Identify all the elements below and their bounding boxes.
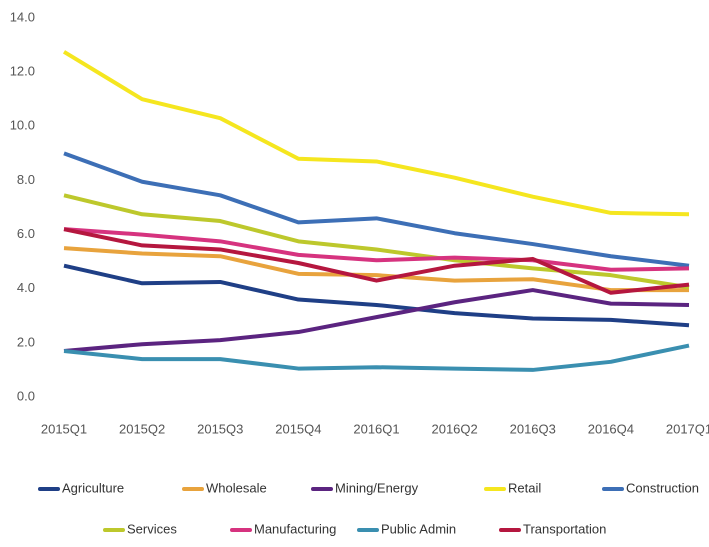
x-tick-label: 2015Q3 — [197, 421, 243, 436]
series-line — [63, 343, 690, 372]
series-line — [63, 193, 690, 290]
legend-label: Mining/Energy — [335, 480, 419, 495]
series-line — [62, 50, 690, 217]
series-line — [63, 227, 690, 295]
series-line — [63, 263, 690, 328]
series-line — [63, 288, 690, 353]
x-tick-label: 2016Q1 — [353, 421, 399, 436]
y-tick-label: 14.0 — [10, 9, 35, 24]
y-tick-label: 4.0 — [17, 280, 35, 295]
y-tick-label: 0.0 — [17, 388, 35, 403]
y-tick-label: 12.0 — [10, 64, 35, 79]
legend-label: Transportation — [523, 521, 606, 536]
series-line — [63, 246, 689, 293]
legend-label: Manufacturing — [254, 521, 336, 536]
legend-label: Services — [127, 521, 177, 536]
x-tick-label: 2015Q2 — [119, 421, 165, 436]
legend-label: Agriculture — [62, 480, 124, 495]
y-tick-label: 6.0 — [17, 226, 35, 241]
x-tick-label: 2016Q3 — [510, 421, 556, 436]
x-tick-label: 2015Q1 — [41, 421, 87, 436]
x-tick-label: 2016Q4 — [588, 421, 634, 436]
legend-label: Retail — [508, 480, 541, 495]
y-tick-label: 10.0 — [10, 118, 35, 133]
series-line — [63, 227, 690, 272]
y-tick-label: 8.0 — [17, 172, 35, 187]
x-tick-label: 2015Q4 — [275, 421, 321, 436]
x-tick-label: 2016Q2 — [431, 421, 477, 436]
legend-label: Construction — [626, 480, 699, 495]
y-tick-label: 2.0 — [17, 334, 35, 349]
legend-label: Public Admin — [381, 521, 456, 536]
x-tick-label: 2017Q1 — [666, 421, 709, 436]
legend-label: Wholesale — [206, 480, 267, 495]
series-line — [63, 151, 690, 268]
